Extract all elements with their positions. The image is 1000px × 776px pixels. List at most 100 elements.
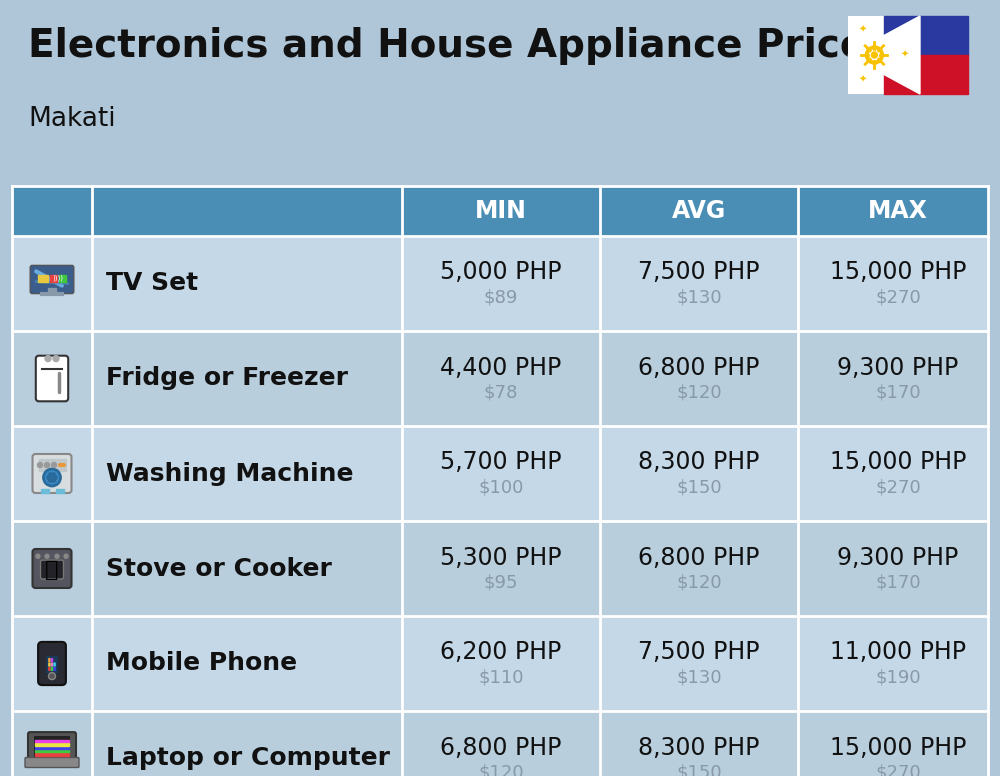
Text: AVG: AVG bbox=[672, 199, 726, 223]
Circle shape bbox=[44, 462, 50, 467]
FancyBboxPatch shape bbox=[32, 454, 72, 493]
Bar bbox=[40, 489, 48, 493]
Circle shape bbox=[38, 462, 42, 467]
Bar bbox=[884, 55, 968, 94]
Text: $270: $270 bbox=[875, 289, 921, 307]
Circle shape bbox=[52, 478, 56, 482]
Circle shape bbox=[36, 554, 40, 558]
Text: 6,800 PHP: 6,800 PHP bbox=[638, 546, 760, 570]
Circle shape bbox=[44, 469, 60, 486]
Bar bbox=[12, 616, 988, 711]
Text: $78: $78 bbox=[484, 383, 518, 401]
Text: 5,000 PHP: 5,000 PHP bbox=[440, 261, 562, 285]
Text: Electronics and House Appliance Prices: Electronics and House Appliance Prices bbox=[28, 27, 889, 65]
Text: 15,000 PHP: 15,000 PHP bbox=[830, 736, 966, 760]
Bar bbox=[38, 275, 48, 282]
Text: Stove or Cooker: Stove or Cooker bbox=[106, 556, 332, 580]
Text: Mobile Phone: Mobile Phone bbox=[106, 652, 297, 675]
Text: 8,300 PHP: 8,300 PHP bbox=[638, 736, 760, 760]
Circle shape bbox=[48, 478, 52, 482]
Bar bbox=[12, 426, 988, 521]
Text: $170: $170 bbox=[875, 573, 921, 591]
Text: $130: $130 bbox=[676, 289, 722, 307]
Text: Laptop or Computer: Laptop or Computer bbox=[106, 747, 390, 771]
FancyBboxPatch shape bbox=[46, 656, 58, 673]
Text: 9,300 PHP: 9,300 PHP bbox=[837, 355, 959, 379]
Text: $120: $120 bbox=[676, 383, 722, 401]
Bar bbox=[12, 186, 988, 236]
FancyBboxPatch shape bbox=[53, 667, 56, 671]
Text: MIN: MIN bbox=[475, 199, 527, 223]
Polygon shape bbox=[848, 16, 920, 94]
FancyBboxPatch shape bbox=[53, 662, 56, 667]
Bar bbox=[48, 288, 56, 293]
FancyBboxPatch shape bbox=[848, 16, 968, 94]
Bar bbox=[35, 747, 69, 749]
Text: $130: $130 bbox=[676, 668, 722, 687]
Text: 6,800 PHP: 6,800 PHP bbox=[638, 355, 760, 379]
Circle shape bbox=[45, 554, 49, 558]
Circle shape bbox=[871, 52, 877, 58]
Text: ✦: ✦ bbox=[900, 50, 908, 60]
Circle shape bbox=[865, 46, 883, 64]
FancyBboxPatch shape bbox=[51, 662, 53, 667]
Text: MAX: MAX bbox=[868, 199, 928, 223]
Bar bbox=[35, 740, 69, 743]
Text: 9,300 PHP: 9,300 PHP bbox=[837, 546, 959, 570]
Circle shape bbox=[50, 475, 54, 480]
Text: 11,000 PHP: 11,000 PHP bbox=[830, 640, 966, 664]
FancyBboxPatch shape bbox=[34, 736, 70, 757]
Text: Makati: Makati bbox=[28, 106, 116, 132]
Circle shape bbox=[48, 473, 52, 477]
Circle shape bbox=[52, 473, 56, 477]
Text: 7,500 PHP: 7,500 PHP bbox=[638, 640, 760, 664]
FancyBboxPatch shape bbox=[48, 667, 51, 671]
Circle shape bbox=[45, 355, 51, 362]
Bar bbox=[12, 521, 988, 616]
FancyBboxPatch shape bbox=[32, 549, 72, 588]
Circle shape bbox=[55, 554, 59, 558]
Text: $150: $150 bbox=[676, 764, 722, 776]
Text: 6,800 PHP: 6,800 PHP bbox=[440, 736, 562, 760]
Text: ✦: ✦ bbox=[858, 75, 866, 85]
Text: 7,500 PHP: 7,500 PHP bbox=[638, 261, 760, 285]
Text: $150: $150 bbox=[676, 479, 722, 497]
FancyBboxPatch shape bbox=[28, 732, 76, 763]
Circle shape bbox=[53, 355, 59, 362]
FancyBboxPatch shape bbox=[36, 355, 68, 401]
Text: TV Set: TV Set bbox=[106, 272, 198, 296]
Bar bbox=[35, 750, 69, 752]
Text: )))): )))) bbox=[53, 274, 64, 281]
FancyBboxPatch shape bbox=[30, 265, 74, 293]
Bar bbox=[59, 275, 66, 282]
Circle shape bbox=[47, 476, 51, 480]
Text: 5,700 PHP: 5,700 PHP bbox=[440, 451, 562, 474]
Text: $190: $190 bbox=[875, 668, 921, 687]
Text: $89: $89 bbox=[484, 289, 518, 307]
Text: Washing Machine: Washing Machine bbox=[106, 462, 354, 486]
Text: 4,400 PHP: 4,400 PHP bbox=[440, 355, 562, 379]
Bar bbox=[35, 753, 69, 756]
Text: 6,200 PHP: 6,200 PHP bbox=[440, 640, 562, 664]
Text: $100: $100 bbox=[478, 479, 524, 497]
Text: 15,000 PHP: 15,000 PHP bbox=[830, 451, 966, 474]
Text: $170: $170 bbox=[875, 383, 921, 401]
Bar bbox=[35, 743, 69, 746]
Text: Fridge or Freezer: Fridge or Freezer bbox=[106, 366, 348, 390]
Circle shape bbox=[53, 476, 57, 480]
Text: $120: $120 bbox=[478, 764, 524, 776]
Circle shape bbox=[869, 50, 879, 60]
Text: $110: $110 bbox=[478, 668, 524, 687]
FancyBboxPatch shape bbox=[38, 642, 66, 685]
Bar bbox=[38, 459, 66, 471]
FancyBboxPatch shape bbox=[48, 662, 51, 667]
FancyBboxPatch shape bbox=[40, 560, 64, 579]
FancyBboxPatch shape bbox=[48, 658, 51, 662]
Circle shape bbox=[64, 554, 68, 558]
Bar bbox=[12, 331, 988, 426]
Text: $95: $95 bbox=[484, 573, 518, 591]
Circle shape bbox=[52, 462, 56, 467]
Text: ✦: ✦ bbox=[858, 25, 866, 35]
Text: $120: $120 bbox=[676, 573, 722, 591]
Bar bbox=[12, 236, 988, 331]
